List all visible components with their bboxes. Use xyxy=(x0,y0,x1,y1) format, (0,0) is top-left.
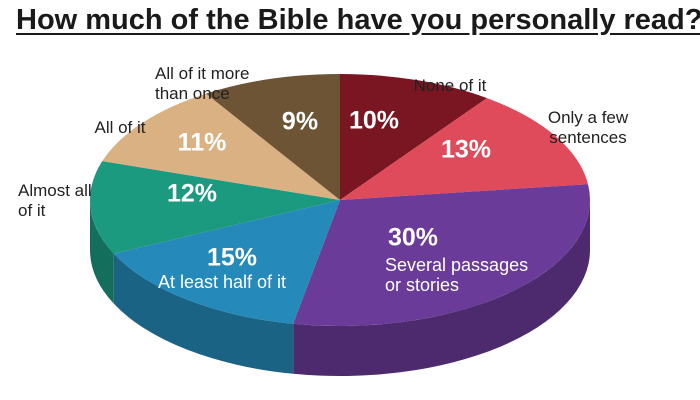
value-label: 15% xyxy=(206,243,258,272)
slice-side xyxy=(113,253,294,374)
category-label: Only a few sentences xyxy=(547,108,629,147)
slice xyxy=(293,184,591,326)
slice-side xyxy=(90,200,114,304)
chart-title: How much of the Bible have you personall… xyxy=(16,4,700,36)
slice xyxy=(113,200,340,324)
value-label: 11% xyxy=(177,128,227,157)
category-label: At least half of it xyxy=(157,272,287,292)
category-label: None of it xyxy=(413,76,487,95)
slice-side xyxy=(293,200,591,376)
value-label: 12% xyxy=(166,179,218,208)
slice xyxy=(340,98,589,200)
slice xyxy=(90,161,340,254)
category-label: All of it more than once xyxy=(155,64,250,103)
value-label: 10% xyxy=(348,106,400,135)
category-label: Several passages or stories xyxy=(385,255,529,295)
category-label: Almost all of it xyxy=(18,181,92,220)
slice xyxy=(206,74,340,200)
category-label: All of it xyxy=(94,118,146,137)
slice xyxy=(340,74,487,200)
slice xyxy=(102,93,340,200)
value-label: 30% xyxy=(387,223,439,252)
value-label: 9% xyxy=(281,107,319,136)
value-label: 13% xyxy=(440,135,492,164)
